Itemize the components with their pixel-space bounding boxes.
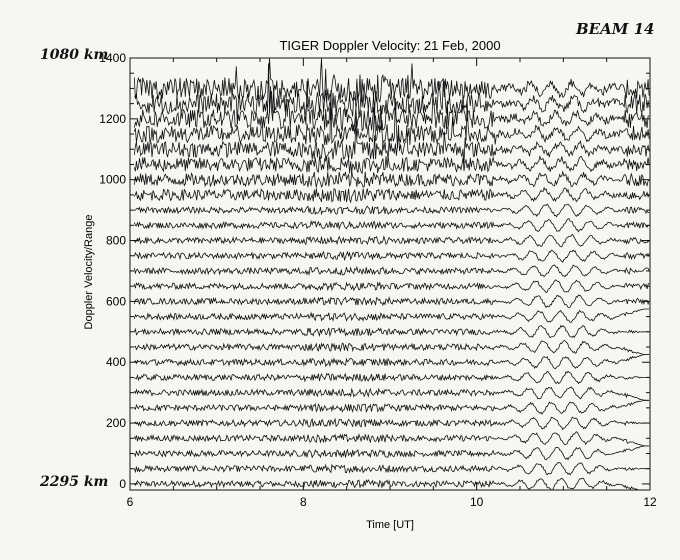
beam-annotation: BEAM 14 xyxy=(576,20,655,38)
series-line-19 xyxy=(133,186,650,204)
y-tick-label: 1000 xyxy=(99,173,126,187)
series-line-14 xyxy=(133,264,650,278)
series-line-6 xyxy=(133,386,650,401)
series-line-20 xyxy=(133,170,650,188)
top-range-annotation: 1080 km xyxy=(40,47,109,63)
x-axis-label: Time [UT] xyxy=(366,519,414,531)
series-line-2 xyxy=(133,445,650,461)
series-line-10 xyxy=(133,324,650,339)
series-line-24 xyxy=(133,80,650,132)
series-line-21 xyxy=(133,154,650,175)
y-axis-label: Doppler Velocity/Range xyxy=(83,215,95,330)
series-line-3 xyxy=(133,431,650,447)
series-line-23 xyxy=(133,89,650,148)
y-axis: 0 200 400 600 800 1000 1200 1400 xyxy=(99,51,650,491)
y-tick-label: 200 xyxy=(106,416,126,430)
series-line-8 xyxy=(134,354,650,370)
y-tick-label: 1400 xyxy=(99,51,126,65)
y-tick-label: 400 xyxy=(106,355,126,369)
series-line-25 xyxy=(134,63,650,124)
series-line-7 xyxy=(134,370,650,385)
x-tick-label: 6 xyxy=(127,495,134,509)
y-tick-label: 1200 xyxy=(99,112,126,126)
traces xyxy=(133,57,650,491)
series-line-5 xyxy=(133,399,650,416)
x-tick-label: 12 xyxy=(643,495,657,509)
x-tick-label: 8 xyxy=(300,495,307,509)
x-tick-label: 10 xyxy=(470,495,484,509)
series-line-22 xyxy=(133,116,650,164)
series-line-9 xyxy=(134,340,650,356)
y-tick-label: 600 xyxy=(106,294,126,308)
series-line-15 xyxy=(133,249,650,263)
chart-title: TIGER Doppler Velocity: 21 Feb, 2000 xyxy=(279,38,500,53)
series-line-0 xyxy=(133,477,650,491)
series-line-17 xyxy=(133,218,650,233)
series-line-12 xyxy=(133,294,650,309)
bottom-range-annotation: 2295 km xyxy=(40,474,109,490)
y-tick-label: 0 xyxy=(119,477,126,491)
series-line-18 xyxy=(134,203,650,218)
series-line-1 xyxy=(133,462,650,476)
y-tick-label: 800 xyxy=(106,234,126,248)
x-axis: 6 8 10 12 xyxy=(127,58,657,509)
series-line-16 xyxy=(134,233,650,248)
series-line-11 xyxy=(133,308,650,323)
series-line-13 xyxy=(133,279,650,294)
series-line-26 xyxy=(133,57,650,103)
series-line-4 xyxy=(134,416,650,431)
